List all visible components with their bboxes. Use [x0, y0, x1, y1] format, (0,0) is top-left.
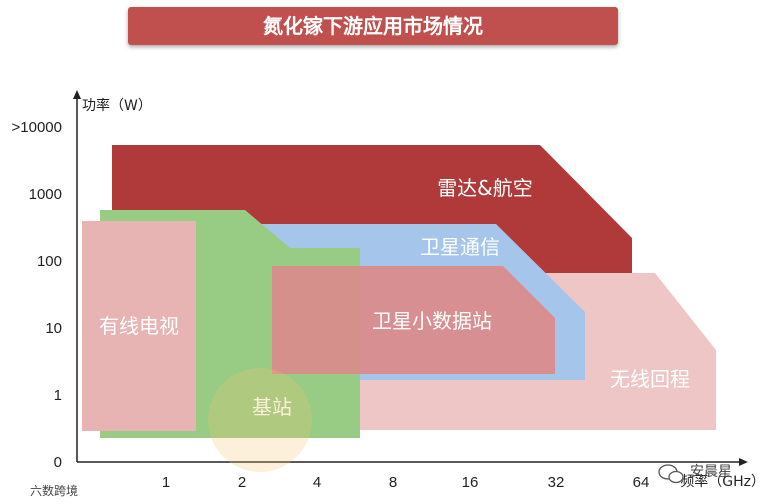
- label-radar: 雷达&航空: [437, 176, 533, 200]
- x-tick: 32: [548, 474, 565, 491]
- y-tick: >10000: [12, 119, 62, 136]
- y-axis-label: 功率（W）: [82, 97, 152, 114]
- x-tick: 16: [462, 474, 479, 491]
- label-wireless-backhaul: 无线回程: [610, 367, 690, 391]
- watermark-bottom-right: 安晨星: [690, 464, 732, 480]
- region-cable-tv: [82, 221, 196, 431]
- label-satellite-comm: 卫星通信: [420, 235, 500, 259]
- x-tick: 64: [633, 474, 650, 491]
- watermark-bottom-left: 六数跨境: [30, 484, 79, 498]
- y-tick: 10: [45, 320, 62, 337]
- region-satellite-small: [272, 266, 555, 374]
- watermark-emblem: [208, 368, 312, 472]
- x-tick: 8: [389, 474, 397, 491]
- y-axis-arrow: [73, 90, 81, 99]
- chart-title: 氮化镓下游应用市场情况: [128, 7, 618, 45]
- label-cable-tv: 有线电视: [99, 314, 179, 338]
- x-axis-label: 频率（GHz）: [680, 473, 765, 490]
- x-tick: 4: [313, 474, 321, 491]
- x-tick: 2: [238, 474, 246, 491]
- x-tick: 1: [162, 474, 170, 491]
- y-tick: 100: [37, 253, 62, 270]
- wechat-icon: [658, 464, 684, 484]
- x-axis-arrow: [739, 458, 748, 466]
- label-satellite-small: 卫星小数据站: [372, 309, 492, 333]
- y-tick: 1: [54, 387, 62, 404]
- y-tick: 1000: [29, 186, 62, 203]
- label-base-station: 基站: [252, 395, 292, 419]
- y-tick: 0: [54, 454, 62, 471]
